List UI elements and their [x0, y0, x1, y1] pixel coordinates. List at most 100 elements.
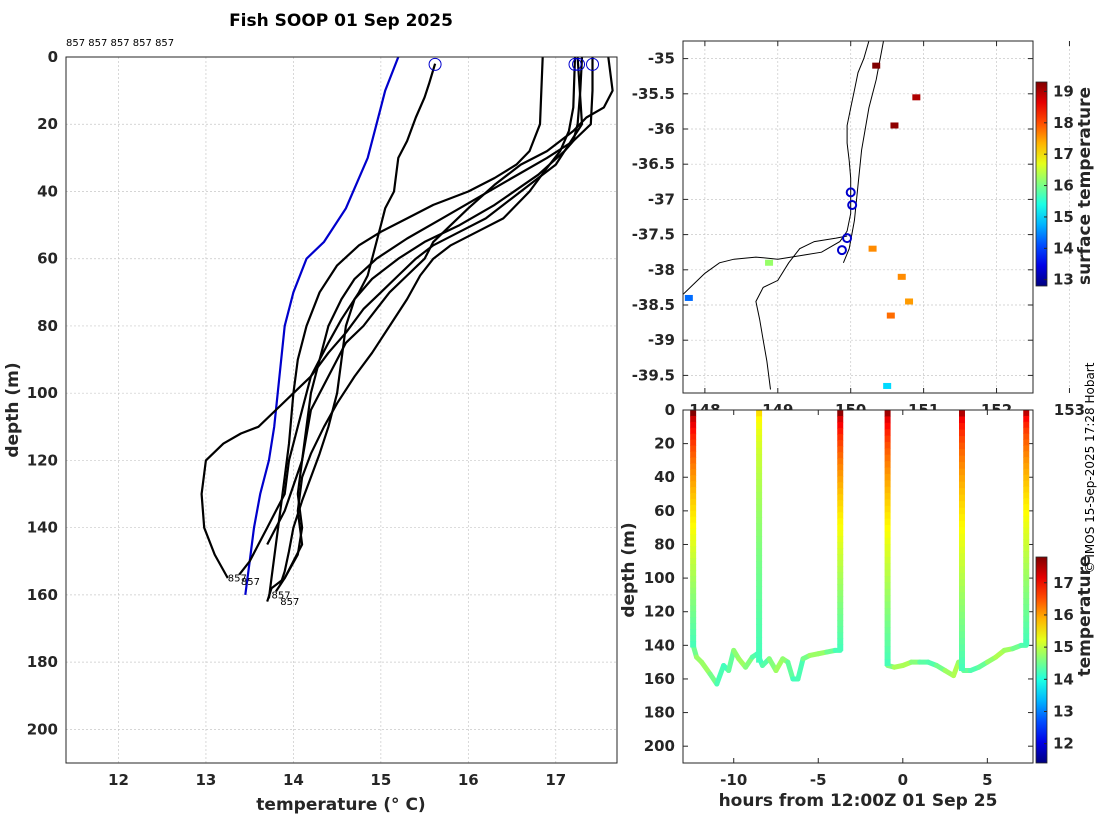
map-y-tick-label: -36.5: [632, 155, 675, 173]
profile-y-tick-label: 80: [37, 317, 58, 335]
temperature-colorbar-tick-label: 13: [1053, 703, 1074, 721]
bottom-track-segment: [795, 656, 806, 682]
map-panel: -35 -35.5 -36 -36.5 -37 -37.5 -38 -38.5 -39 -39.5…: [632, 40, 1095, 419]
profile-y-tick-label: 160: [27, 586, 58, 604]
shelf-contour: [755, 235, 848, 390]
profile-x-tick-label: 15: [370, 771, 391, 789]
surface-marker: [586, 57, 600, 71]
map-y-tick-label: -38.5: [632, 296, 675, 314]
profile-bottom-label: 857: [280, 597, 299, 608]
map-y-tick-label: -39.5: [632, 366, 675, 384]
profile-line: [238, 63, 437, 576]
sst-patch: [883, 382, 892, 389]
bottom-track-segment: [714, 663, 727, 687]
profile-top-annotation: 857 857 857 857 857: [66, 38, 174, 49]
profile-x-tick-label: 16: [458, 771, 479, 789]
profile-x-tick-label: 14: [283, 771, 304, 789]
map-y-tick-label: -39: [648, 331, 675, 349]
section-y-tick-label: 180: [644, 704, 675, 722]
temperature-colorbar-label: temperature: [1075, 555, 1095, 676]
profile-y-tick-label: 200: [27, 720, 58, 738]
profile-ticks: 12 13 14 15 16 17 0 20 40 60 80 100 120 140 160 180 200: [27, 48, 567, 789]
profile-bottom-label: 857: [228, 573, 247, 584]
section-y-tick-label: 60: [654, 502, 675, 520]
section-x-tick-label: -5: [810, 771, 827, 789]
sst-colorbar-label: surface temperature: [1075, 87, 1095, 285]
section-x-tick-label: -10: [720, 771, 747, 789]
sst-patch: [890, 122, 899, 129]
section-y-tick-label: 160: [644, 670, 675, 688]
sst-colorbar-tick-label: 16: [1053, 177, 1074, 195]
profile-y-tick-label: 120: [27, 451, 58, 469]
surface-marker: [568, 57, 582, 71]
surface-marker: [428, 57, 442, 71]
section-x-tick-label: 5: [982, 771, 992, 789]
sst-patch: [897, 273, 906, 280]
profile-grid: [66, 56, 617, 763]
section-ticks: 0 20 40 60 80 100 120 140 160 180 200 -10 -5 0 5: [644, 401, 993, 789]
sst-colorbar-tick-label: 14: [1053, 239, 1074, 257]
profile-y-tick-label: 40: [37, 182, 58, 200]
cast-location-marker: [845, 187, 856, 198]
profile-y-tick-label: 0: [48, 48, 58, 66]
section-y-tick-label: 40: [654, 468, 675, 486]
temperature-colorbar-bar: [1035, 556, 1048, 764]
map-y-tick-label: -36: [648, 120, 675, 138]
profile-y-tick-label: 60: [37, 250, 58, 268]
map-y-tick-label: -35.5: [632, 85, 675, 103]
profile-line: [200, 57, 584, 579]
map-y-tick-label: -35: [648, 50, 675, 68]
sst-colorbar-tick-label: 17: [1053, 145, 1074, 163]
profile-bottom-label: 857: [272, 590, 291, 601]
profile-y-tick-label: 140: [27, 519, 58, 537]
profile-title: Fish SOOP 01 Sep 2025: [229, 11, 453, 31]
section-y-tick-label: 80: [654, 535, 675, 553]
section-x-tick-label: 0: [898, 771, 908, 789]
profile-line: [279, 57, 584, 586]
section-x-label: hours from 12:00Z 01 Sep 25: [719, 791, 998, 811]
sst-colorbar: 13 14 15 16 17 18 19: [1035, 81, 1074, 289]
section-y-label: depth (m): [619, 522, 639, 617]
profile-x-tick-label: 13: [195, 771, 216, 789]
temperature-colorbar-tick-label: 14: [1053, 670, 1074, 688]
temperature-colorbar-tick-label: 17: [1053, 574, 1074, 592]
coastline: [683, 41, 870, 295]
temperature-colorbar-tick-label: 15: [1053, 638, 1074, 656]
sst-patch: [886, 312, 895, 319]
sst-patch: [765, 259, 774, 266]
profile-x-tick-label: 17: [545, 771, 566, 789]
map-y-tick-label: -37: [648, 190, 675, 208]
sst-patch: [872, 62, 881, 69]
map-y-tick-label: -37.5: [632, 226, 675, 244]
sst-colorbar-tick-label: 19: [1053, 82, 1074, 100]
sst-colorbar-tick-label: 13: [1053, 271, 1074, 289]
map-grid: [683, 41, 1070, 393]
temperature-colorbar-tick-label: 12: [1053, 735, 1074, 753]
section-y-tick-label: 100: [644, 569, 675, 587]
section-y-tick-label: 0: [665, 401, 675, 419]
profile-y-label: depth (m): [3, 362, 23, 457]
section-content: [690, 410, 1030, 687]
profile-y-tick-label: 20: [37, 115, 58, 133]
profile-y-tick-label: 100: [27, 384, 58, 402]
profile-line: [267, 57, 544, 599]
section-y-tick-label: 140: [644, 636, 675, 654]
section-y-tick-label: 200: [644, 737, 675, 755]
section-y-tick-label: 20: [654, 435, 675, 453]
profile-line: [266, 57, 614, 546]
profile-x-tick-label: 12: [108, 771, 129, 789]
map-y-tick-label: -38: [648, 261, 675, 279]
credit-text: © IMOS 15-Sep-2025 17:28 Hobart: [1083, 362, 1097, 573]
temperature-colorbar: 12 13 14 15 16 17: [1035, 556, 1074, 764]
sst-patch: [868, 245, 877, 252]
sst-patch: [905, 298, 914, 305]
sst-colorbar-tick-label: 15: [1053, 208, 1074, 226]
sst-colorbar-tick-label: 18: [1053, 114, 1074, 132]
climatology-line: [244, 57, 400, 596]
cast-location-marker: [836, 245, 847, 256]
cast-location-marker: [847, 200, 858, 211]
profile-x-label: temperature (° C): [256, 795, 425, 815]
